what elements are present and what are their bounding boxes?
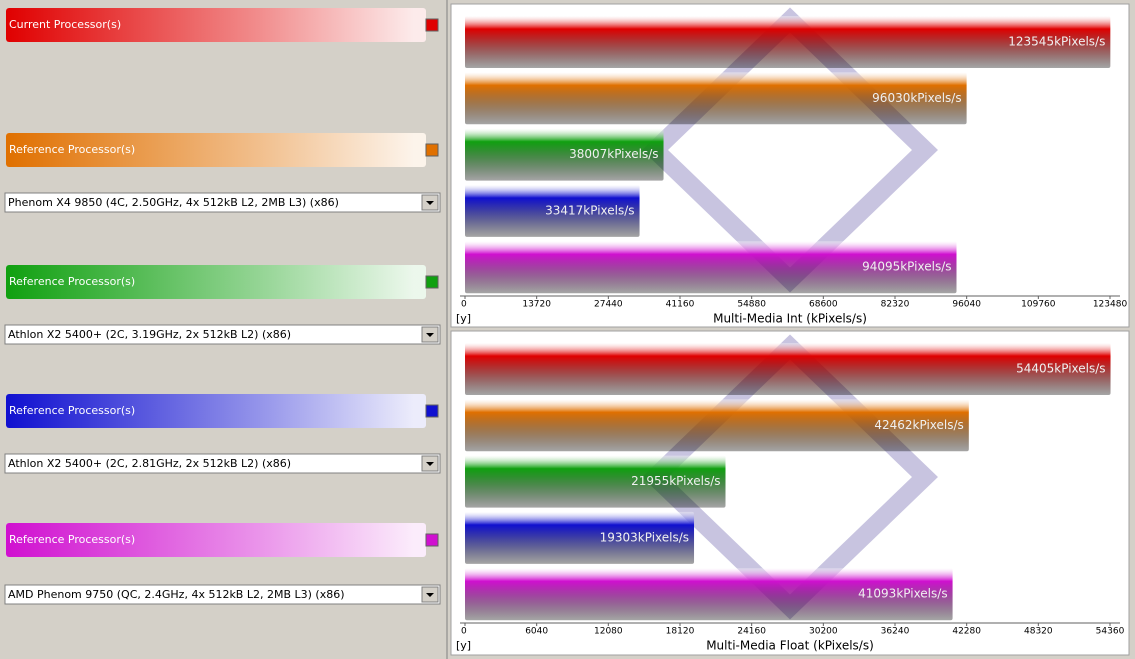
value-label: 42462kPixels/s [874,418,963,432]
x-tick-label: 36240 [881,627,910,637]
processor-dropdown[interactable] [4,453,441,474]
x-tick-label: 68600 [809,300,838,310]
color-swatch[interactable] [425,18,439,32]
x-tick-label: 30200 [809,627,838,637]
bar [465,568,953,621]
value-label: 33417kPixels/s [545,203,634,217]
x-tick-label: 0 [461,627,467,637]
x-tick-label: 24160 [737,627,766,637]
x-tick-label: 123480 [1093,300,1128,310]
x-tick-label: 0 [461,300,467,310]
legend-label: Reference Processor(s) [9,404,135,417]
x-tick-label: 6040 [525,627,548,637]
dropdown-value: Phenom X4 9850 (4C, 2.50GHz, 4x 512kB L2… [8,196,339,209]
processor-dropdown[interactable] [4,192,441,213]
legend-bar [6,394,426,428]
unit-label: [y] [456,639,471,652]
legend-label: Reference Processor(s) [9,533,135,546]
legend-label: Reference Processor(s) [9,143,135,156]
bar [465,16,1111,68]
bar [465,241,957,294]
bar [465,72,967,125]
value-label: 54405kPixels/s [1016,362,1105,376]
bar [465,343,1111,395]
bar [465,511,695,564]
dropdown-arrow [426,462,434,466]
value-label: 41093kPixels/s [858,587,947,601]
bar [465,128,664,181]
legend-label: Reference Processor(s) [9,275,135,288]
value-label: 21955kPixels/s [631,474,720,488]
color-swatch[interactable] [425,143,439,157]
bar [465,184,640,237]
x-tick-label: 54360 [1096,627,1125,637]
legend-bar [6,8,426,42]
legend-bar [6,523,426,557]
color-swatch[interactable] [425,533,439,547]
x-tick-label: 13720 [522,300,551,310]
legend-bar [6,265,426,299]
dropdown-arrow [426,593,434,597]
x-tick-label: 18120 [666,627,695,637]
x-tick-label: 109760 [1021,300,1056,310]
x-tick-label: 27440 [594,300,623,310]
x-tick-label: 12080 [594,627,623,637]
value-label: 96030kPixels/s [872,91,961,105]
processor-dropdown[interactable] [4,324,441,345]
value-label: 94095kPixels/s [862,260,951,274]
legend-bar [6,133,426,167]
x-tick-label: 54880 [737,300,766,310]
dropdown-value: Athlon X2 5400+ (2C, 2.81GHz, 2x 512kB L… [8,457,291,470]
bar [465,455,726,508]
x-tick-label: 42280 [952,627,981,637]
dropdown-arrow [426,201,434,205]
axis-title: Multi-Media Float (kPixels/s) [706,639,874,653]
x-tick-label: 96040 [952,300,981,310]
value-label: 123545kPixels/s [1008,35,1105,49]
dropdown-value: Athlon X2 5400+ (2C, 3.19GHz, 2x 512kB L… [8,328,291,341]
dropdown-value: AMD Phenom 9750 (QC, 2.4GHz, 4x 512kB L2… [8,588,345,601]
x-tick-label: 82320 [881,300,910,310]
dropdown-arrow [426,333,434,337]
color-swatch[interactable] [425,404,439,418]
value-label: 38007kPixels/s [569,147,658,161]
processor-dropdown[interactable] [4,584,441,605]
bar [465,399,969,452]
unit-label: [y] [456,312,471,325]
color-swatch[interactable] [425,275,439,289]
value-label: 19303kPixels/s [600,530,689,544]
axis-title: Multi-Media Int (kPixels/s) [713,312,867,326]
x-tick-label: 48320 [1024,627,1053,637]
x-tick-label: 41160 [666,300,695,310]
legend-label: Current Processor(s) [9,18,121,31]
